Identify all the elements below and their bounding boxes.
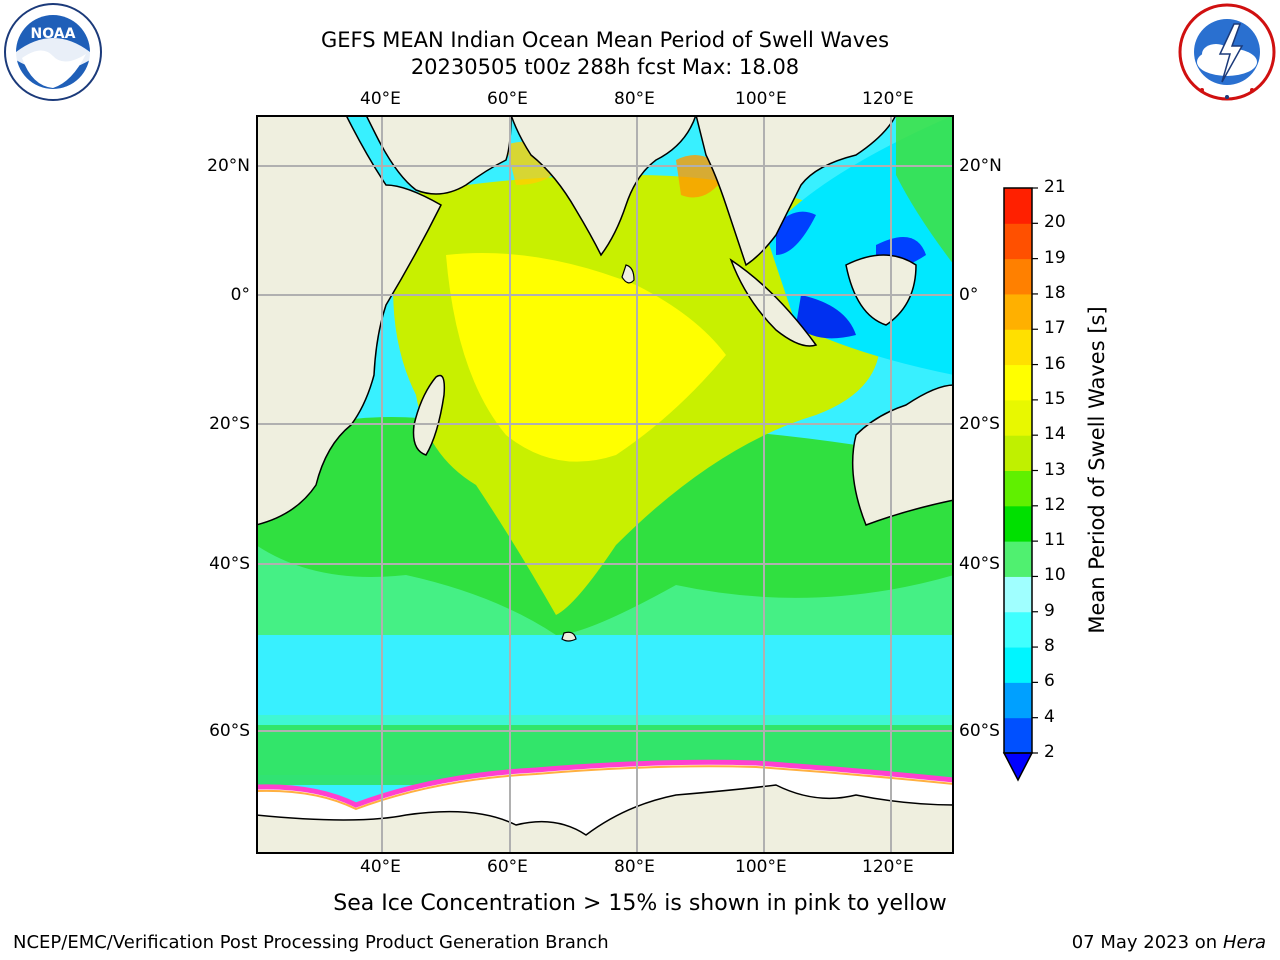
colorbar-tick-label: 14 [1044, 424, 1066, 445]
lat-label-right-60s: 60°S [959, 721, 1000, 741]
lat-label-left-20s: 20°S [209, 414, 250, 434]
se-asia-landmass [695, 115, 897, 267]
lon-label-top-100e: 100°E [735, 89, 787, 109]
colorbar-tick-label: 15 [1044, 388, 1066, 409]
map-frame [256, 115, 954, 854]
colorbar-segment [1004, 470, 1032, 507]
arabia-landmass [365, 115, 512, 195]
africa-landmass [256, 115, 442, 526]
colorbar-segment [1004, 576, 1032, 613]
colorbar-tick-label: 4 [1044, 706, 1055, 727]
swell-period-map [256, 115, 954, 854]
map-subtitle: 20230505 t00z 288h fcst Max: 18.08 [410, 55, 800, 79]
colorbar-segment [1004, 258, 1032, 295]
lon-label-top-80e: 80°E [614, 89, 655, 109]
colorbar-segment [1004, 717, 1032, 754]
colorbar-under-arrow [1002, 752, 1034, 782]
colorbar-segment [1004, 188, 1032, 224]
colorbar-tick-label: 13 [1044, 459, 1066, 480]
footer-host: Hera [1222, 932, 1266, 953]
colorbar-segment [1004, 223, 1032, 260]
australia-landmass [851, 384, 954, 526]
colorbar-tick-label: 8 [1044, 636, 1055, 657]
colorbar-segment [1004, 329, 1032, 366]
colorbar-label: Mean Period of Swell Waves [s] [1085, 306, 1109, 634]
lon-label-bottom-40e: 40°E [360, 857, 401, 877]
colorbar-tick-label: 10 [1044, 565, 1066, 586]
colorbar-tick-label: 19 [1044, 247, 1066, 268]
colorbar-segment [1004, 611, 1032, 648]
colorbar-tick-label: 12 [1044, 494, 1066, 515]
antarctica-landmass [256, 784, 954, 854]
sea-ice-caption: Sea Ice Concentration > 15% is shown in … [333, 891, 947, 916]
lat-label-right-40s: 40°S [959, 554, 1000, 574]
footer-date-text: 07 May 2023 on [1071, 932, 1218, 953]
colorbar-segment [1004, 399, 1032, 436]
lon-label-bottom-100e: 100°E [735, 857, 787, 877]
lon-label-bottom-120e: 120°E [862, 857, 914, 877]
colorbar-tick-label: 17 [1044, 318, 1066, 339]
lat-label-left-0: 0° [230, 285, 250, 305]
colorbar-segment [1004, 364, 1032, 401]
colorbar-tick-label: 6 [1044, 671, 1055, 692]
colorbar-tick-label: 18 [1044, 282, 1066, 303]
nws-logo [1178, 3, 1276, 101]
footer-date: 07 May 2023 on Hera [1072, 932, 1266, 953]
lon-label-bottom-60e: 60°E [487, 857, 528, 877]
lon-label-bottom-80e: 80°E [614, 857, 655, 877]
colorbar-tick-label: 16 [1044, 353, 1066, 374]
noaa-logo-text: NOAA [31, 26, 76, 42]
colorbar-tick-label: 2 [1044, 742, 1055, 762]
colorbar-segment [1004, 435, 1032, 471]
lat-label-right-0: 0° [959, 285, 979, 305]
madagascar [412, 374, 446, 456]
colorbar-segment [1004, 541, 1032, 577]
lon-label-top-40e: 40°E [360, 89, 401, 109]
footer-branch: NCEP/EMC/Verification Post Processing Pr… [13, 932, 609, 953]
india-landmass [510, 115, 697, 257]
colorbar [1002, 187, 1038, 782]
lat-label-left-20n: 20°N [207, 156, 250, 176]
colorbar-tick-label: 11 [1044, 530, 1066, 551]
colorbar-segment [1004, 647, 1032, 683]
map-title: GEFS MEAN Indian Ocean Mean Period of Sw… [320, 28, 890, 52]
lat-label-left-60s: 60°S [209, 721, 250, 741]
lat-label-right-20s: 20°S [959, 414, 1000, 434]
lat-label-right-20n: 20°N [959, 156, 1002, 176]
colorbar-segment [1004, 293, 1032, 330]
colorbar-segment [1004, 505, 1032, 542]
lon-label-top-60e: 60°E [487, 89, 528, 109]
colorbar-tick-label: 20 [1044, 212, 1066, 233]
graticule [256, 115, 954, 854]
noaa-logo: NOAA [4, 3, 102, 101]
lat-label-left-40s: 40°S [209, 554, 250, 574]
sumatra [729, 258, 818, 347]
lon-label-top-120e: 120°E [862, 89, 914, 109]
colorbar-segment [1004, 682, 1032, 719]
colorbar-tick-label: 9 [1044, 600, 1055, 621]
borneo [845, 254, 917, 326]
colorbar-tick-label: 21 [1044, 177, 1066, 197]
